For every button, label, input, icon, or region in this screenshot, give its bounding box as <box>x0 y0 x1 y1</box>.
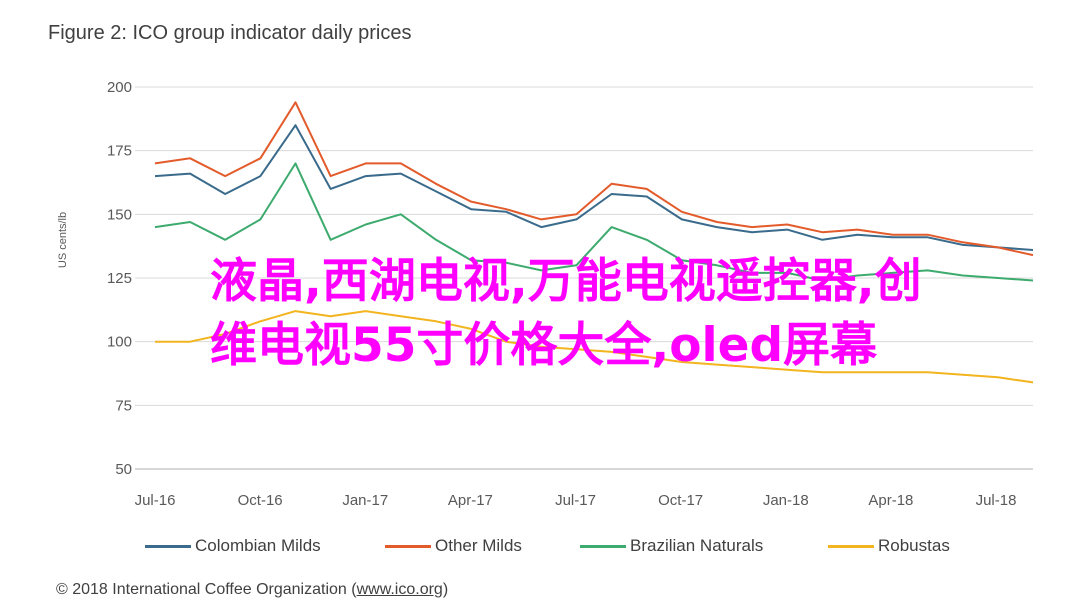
legend-swatch <box>145 544 191 548</box>
overlay-line-1: 液晶,西湖电视,万能电视遥控器,创 <box>210 254 922 309</box>
legend-swatch <box>385 544 431 548</box>
y-axis-label: US cents/lb <box>57 212 69 268</box>
x-tick-label: Apr-18 <box>868 492 913 509</box>
y-tick-label: 125 <box>107 270 132 287</box>
series-line-brazilian-naturals <box>154 162 1034 282</box>
copyright-suffix: ) <box>442 581 449 598</box>
y-tick-label: 100 <box>107 334 132 351</box>
x-tick-label: Jan-17 <box>342 492 388 509</box>
y-tick-label: 50 <box>115 461 132 478</box>
x-tick-label: Oct-16 <box>238 492 283 509</box>
series-line-other-milds <box>154 101 1034 257</box>
legend-swatch <box>828 544 874 548</box>
ico-website-link[interactable]: www.ico.org <box>356 581 443 598</box>
overlay-line-2: 维电视55寸价格大全,oled屏幕 <box>210 318 878 373</box>
x-tick-label: Jul-17 <box>555 492 596 509</box>
x-tick-label: Oct-17 <box>658 492 703 509</box>
legend-item: Other Milds <box>385 536 522 556</box>
overlay-banner: 液晶,西湖电视,万能电视遥控器,创 维电视55寸价格大全,oled屏幕 <box>210 250 970 378</box>
x-tick-label: Jul-16 <box>135 492 176 509</box>
legend-item: Colombian Milds <box>145 536 321 556</box>
y-tick-label: 150 <box>107 206 132 223</box>
x-tick-label: Jul-18 <box>976 492 1017 509</box>
legend-item: Brazilian Naturals <box>580 536 763 556</box>
y-tick-label: 200 <box>107 79 132 96</box>
copyright-notice: © 2018 International Coffee Organization… <box>56 581 448 599</box>
legend-label: Other Milds <box>435 536 522 555</box>
legend-label: Brazilian Naturals <box>630 536 764 555</box>
x-axis-tick-labels: Jul-16 Oct-16 Jan-17 Apr-17 Jul-17 Oct-17 Jan-… <box>135 492 1017 509</box>
y-axis-tick-labels: 50 75 100 125 150 175 200 <box>107 79 132 478</box>
series-line-robustas <box>155 310 1034 384</box>
series-line-colombian-milds <box>154 124 1034 251</box>
legend-item: Robustas <box>828 536 950 556</box>
legend-label: Colombian Milds <box>195 536 321 555</box>
copyright-prefix: © 2018 International Coffee Organization… <box>56 581 357 598</box>
x-tick-label: Jan-18 <box>763 492 809 509</box>
legend-swatch <box>580 544 626 548</box>
x-tick-label: Apr-17 <box>448 492 493 509</box>
y-tick-label: 175 <box>107 143 132 160</box>
series-lines <box>154 101 1034 384</box>
figure-title: Figure 2: ICO group indicator daily pric… <box>48 22 412 44</box>
y-tick-label: 75 <box>115 397 132 414</box>
legend-label: Robustas <box>878 536 950 555</box>
